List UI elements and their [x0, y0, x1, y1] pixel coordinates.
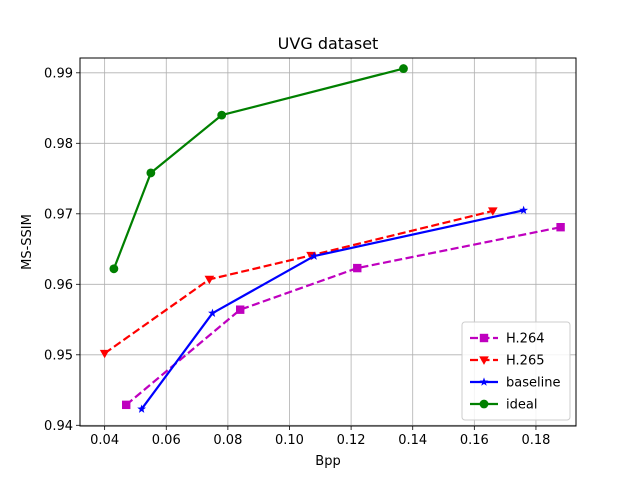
- y-tick-label: 0.97: [44, 207, 73, 222]
- chart-title: UVG dataset: [278, 34, 379, 53]
- series-baseline: [137, 205, 529, 413]
- data-point: [204, 275, 215, 285]
- data-point: [208, 308, 217, 317]
- series-h-264: [122, 222, 565, 410]
- legend-item: H.265: [470, 354, 545, 369]
- x-tick-label: 0.10: [275, 433, 304, 448]
- series-ideal: [109, 64, 408, 274]
- series-layer: [99, 64, 565, 413]
- data-point: [519, 205, 529, 215]
- data-point: [309, 251, 319, 260]
- legend-label: baseline: [506, 376, 560, 391]
- axis-ticks: 0.04 0.06 0.08 0.10 0.12 0.14 0.16 0.18 0.94 0.95…: [44, 66, 550, 448]
- x-tick-label: 0.04: [90, 433, 119, 448]
- legend-marker: [479, 333, 489, 343]
- data-point: [122, 400, 131, 410]
- y-tick-label: 0.96: [44, 278, 73, 293]
- data-point: [399, 64, 408, 73]
- data-point: [487, 207, 498, 216]
- data-point: [217, 110, 227, 120]
- legend-label: ideal: [506, 398, 537, 413]
- x-tick-label: 0.14: [398, 433, 427, 448]
- legend-marker: [479, 356, 489, 365]
- legend-label: H.265: [506, 354, 545, 369]
- legend-item: ideal: [470, 398, 537, 413]
- legend-box: [461, 321, 571, 421]
- x-tick-label: 0.08: [213, 433, 242, 448]
- legend-marker: [479, 399, 489, 409]
- x-tick-label: 0.18: [521, 433, 550, 448]
- data-point: [556, 222, 565, 232]
- legend: H.264 H.265 baseline ideal: [461, 321, 571, 421]
- series-line: [104, 209, 494, 355]
- x-tick-label: 0.16: [460, 433, 489, 448]
- legend-item: H.264: [470, 332, 545, 347]
- x-axis-label: Bpp: [315, 454, 340, 469]
- data-point: [353, 263, 362, 273]
- y-tick-label: 0.95: [44, 348, 73, 363]
- y-axis-label: MS-SSIM: [20, 214, 35, 270]
- x-tick-label: 0.06: [152, 433, 181, 448]
- x-tick-label: 0.12: [337, 433, 366, 448]
- y-tick-label: 0.99: [44, 66, 73, 81]
- data-point: [235, 305, 245, 314]
- data-point: [109, 264, 119, 274]
- y-tick-label: 0.94: [44, 419, 73, 434]
- plot-frame: [79, 57, 577, 427]
- series-line: [125, 226, 561, 406]
- series-line: [112, 67, 404, 270]
- data-point: [137, 404, 147, 413]
- data-point: [99, 349, 110, 359]
- legend-item: baseline: [470, 376, 560, 391]
- series-line: [140, 209, 524, 410]
- legend-label: H.264: [506, 332, 545, 347]
- data-point: [146, 168, 156, 178]
- legend-marker: [479, 377, 489, 386]
- y-tick-label: 0.98: [44, 137, 73, 152]
